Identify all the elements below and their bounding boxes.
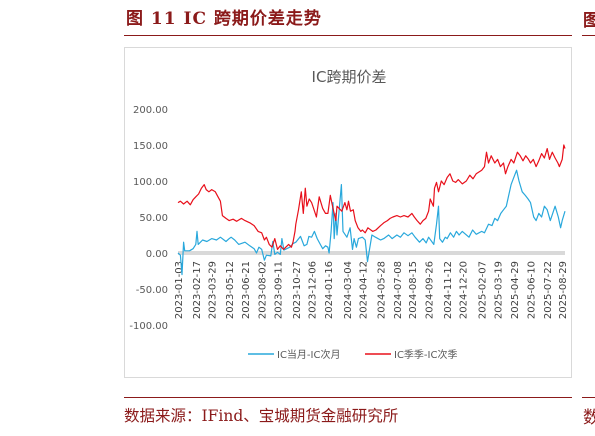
x-tick-label: 2024-01-16 — [324, 261, 335, 319]
x-tick-label: 2023-01-03 — [174, 261, 185, 319]
y-tick-label: 0.00 — [146, 249, 168, 260]
x-tick-label: 2025-02-07 — [478, 261, 489, 319]
legend-label-2: IC季季-IC次季 — [394, 348, 457, 361]
x-tick-label: 2024-05-28 — [377, 261, 388, 319]
series-line-2 — [177, 144, 566, 250]
x-tick-label: 2024-07-08 — [393, 261, 404, 319]
series-line-1 — [177, 169, 566, 276]
x-tick-label: 2025-06-10 — [527, 261, 538, 319]
x-tick-label: 2023-10-27 — [292, 261, 303, 319]
figure-title: 图 11 IC 跨期价差走势 — [126, 9, 322, 29]
adjacent-source-rule — [582, 397, 595, 398]
chart-title: IC跨期价差 — [312, 68, 387, 86]
x-tick-label: 2023-06-21 — [241, 261, 252, 319]
y-tick-label: 100.00 — [133, 177, 168, 188]
legend-label-1: IC当月-IC次月 — [277, 348, 340, 361]
y-tick-label: 200.00 — [133, 105, 168, 116]
x-tick-label: 2024-04-12 — [358, 261, 369, 319]
x-tick-label: 2025-08-29 — [558, 261, 569, 319]
y-tick-label: 50.00 — [139, 213, 168, 224]
x-tick-label: 2025-04-29 — [510, 261, 521, 319]
adjacent-title-rule — [582, 35, 595, 36]
title-rule — [124, 35, 572, 36]
x-tick-label: 2023-03-29 — [208, 261, 219, 319]
x-tick-label: 2024-03-04 — [343, 261, 354, 319]
chart-svg: IC跨期价差 -100.00 -50.00 0.00 50.00 100.00 150.00… — [129, 68, 569, 361]
x-tick-label: 2023-12-06 — [308, 261, 319, 319]
y-tick-label: -100.00 — [129, 321, 168, 332]
y-tick-label: 150.00 — [133, 141, 168, 152]
y-tick-label: -50.00 — [136, 285, 168, 296]
x-tick-label: 2024-08-15 — [408, 261, 419, 319]
x-tick-label: 2024-12-20 — [458, 261, 469, 319]
x-tick-label: 2025-07-22 — [543, 261, 554, 319]
chart-container: IC跨期价差 -100.00 -50.00 0.00 50.00 100.00 150.00… — [124, 47, 572, 378]
x-tick-label: 2024-11-12 — [443, 261, 454, 319]
source-rule — [124, 397, 572, 398]
x-tick-label: 2023-09-11 — [274, 261, 285, 319]
x-tick-label: 2025-03-19 — [494, 261, 505, 319]
adjacent-column-source-fragment: 数 — [583, 408, 595, 428]
x-tick-label: 2024-09-26 — [425, 261, 436, 319]
x-tick-label: 2023-02-17 — [192, 261, 203, 319]
x-tick-label: 2023-08-02 — [258, 261, 269, 319]
source-note: 数据来源：IFind、宝城期货金融研究所 — [124, 407, 399, 425]
adjacent-column-title-fragment: 图 — [583, 11, 595, 31]
x-tick-label: 2023-05-12 — [225, 261, 236, 319]
